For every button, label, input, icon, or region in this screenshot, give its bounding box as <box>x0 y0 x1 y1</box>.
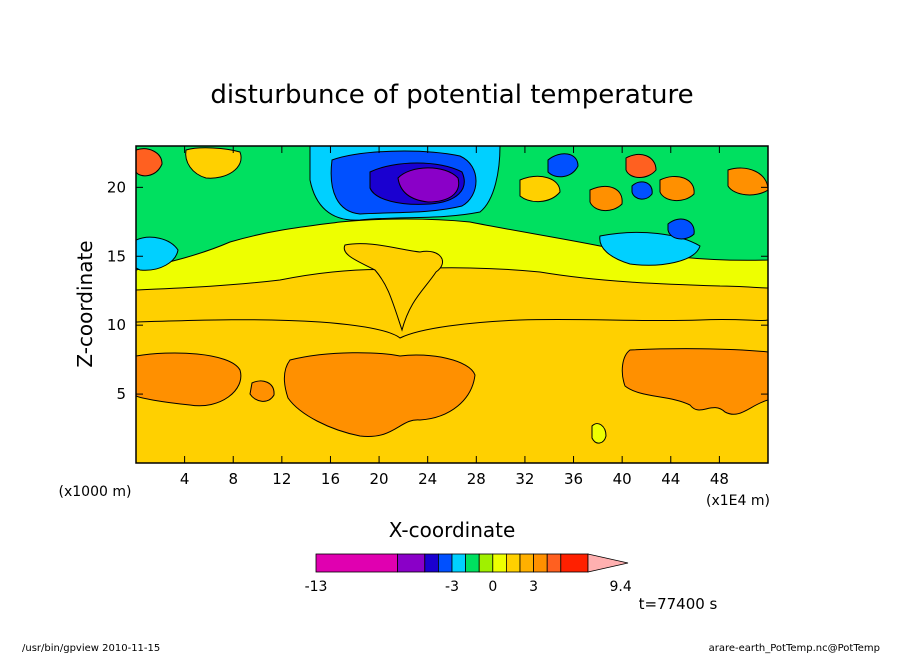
warm-cell <box>659 176 695 201</box>
plot-frame <box>135 145 769 464</box>
y-axis-label: Z-coordinate <box>73 240 97 367</box>
x-tick-label: 32 <box>515 470 534 488</box>
warm-cell <box>625 154 657 178</box>
colorbar-segment <box>546 553 562 573</box>
colorbar-segment <box>478 553 494 573</box>
x-tick-label: 44 <box>661 470 680 488</box>
small-cool-cell <box>591 423 607 444</box>
colorbar-label: -3 <box>445 579 459 595</box>
colorbar-segment <box>465 553 480 573</box>
x-tick-label: 12 <box>272 470 291 488</box>
warm-plume <box>343 243 443 332</box>
y-tick-label: 20 <box>107 178 126 196</box>
colorbar-segment <box>533 553 548 573</box>
y-tick-label: 5 <box>116 385 126 403</box>
colorbar-segment <box>505 553 521 573</box>
warm-cell <box>185 147 242 179</box>
colorbar-segment <box>315 553 398 573</box>
footer-right: arare-earth_PotTemp.nc@PotTemp <box>709 643 880 654</box>
colorbar-segment <box>519 553 535 573</box>
x-tick-label: 16 <box>321 470 340 488</box>
x-unit-note: (x1E4 m) <box>706 493 770 509</box>
warm-lobe-center <box>283 352 476 437</box>
y-unit-note: (x1000 m) <box>59 484 132 500</box>
contour-line <box>136 318 768 339</box>
warm-cell <box>519 176 561 202</box>
x-tick-label: 48 <box>710 470 729 488</box>
colorbar: -13 -3 0 3 9.4 <box>305 553 632 595</box>
cyan-area-right <box>599 231 701 266</box>
chart-title: disturbunce of potential temperature <box>210 80 693 110</box>
x-tick-label: 36 <box>564 470 583 488</box>
x-axis: 4 8 12 16 20 24 28 32 36 40 44 48 <box>180 146 729 488</box>
cold-core-inner <box>397 167 460 203</box>
y-tick-label: 10 <box>107 316 126 334</box>
cold-cell <box>631 181 653 200</box>
time-label: t=77400 s <box>639 595 718 613</box>
warm-lobe-right <box>621 348 768 415</box>
warm-lobe-left <box>136 352 242 407</box>
x-tick-label: 24 <box>418 470 437 488</box>
cyan-area-left <box>136 236 179 271</box>
colorbar-segment <box>397 553 426 573</box>
x-tick-label: 8 <box>228 470 238 488</box>
x-tick-label: 28 <box>467 470 486 488</box>
x-tick-label: 4 <box>180 470 190 488</box>
colorbar-segment <box>492 553 507 573</box>
colorbar-label: 9.4 <box>610 579 632 595</box>
x-tick-label: 40 <box>613 470 632 488</box>
x-axis-label: X-coordinate <box>389 518 516 542</box>
y-axis: 5 10 15 20 <box>107 178 768 403</box>
colorbar-segment <box>451 553 467 573</box>
colorbar-label: 3 <box>529 579 538 595</box>
colorbar-extension-arrow <box>587 553 629 573</box>
x-tick-label: 20 <box>370 470 389 488</box>
colorbar-label: -13 <box>305 579 328 595</box>
cold-cell <box>667 218 695 240</box>
cold-cell <box>547 153 579 178</box>
y-tick-label: 15 <box>107 247 126 265</box>
footer-left: /usr/bin/gpview 2010-11-15 <box>22 643 160 654</box>
colorbar-segment <box>560 553 589 573</box>
plot-area <box>136 146 768 463</box>
warm-cell <box>589 186 623 211</box>
warm-cell <box>136 148 163 177</box>
small-warm-cell <box>249 380 275 402</box>
colorbar-segment <box>437 553 453 573</box>
colorbar-label: 0 <box>488 579 497 595</box>
colorbar-segment <box>424 553 439 573</box>
